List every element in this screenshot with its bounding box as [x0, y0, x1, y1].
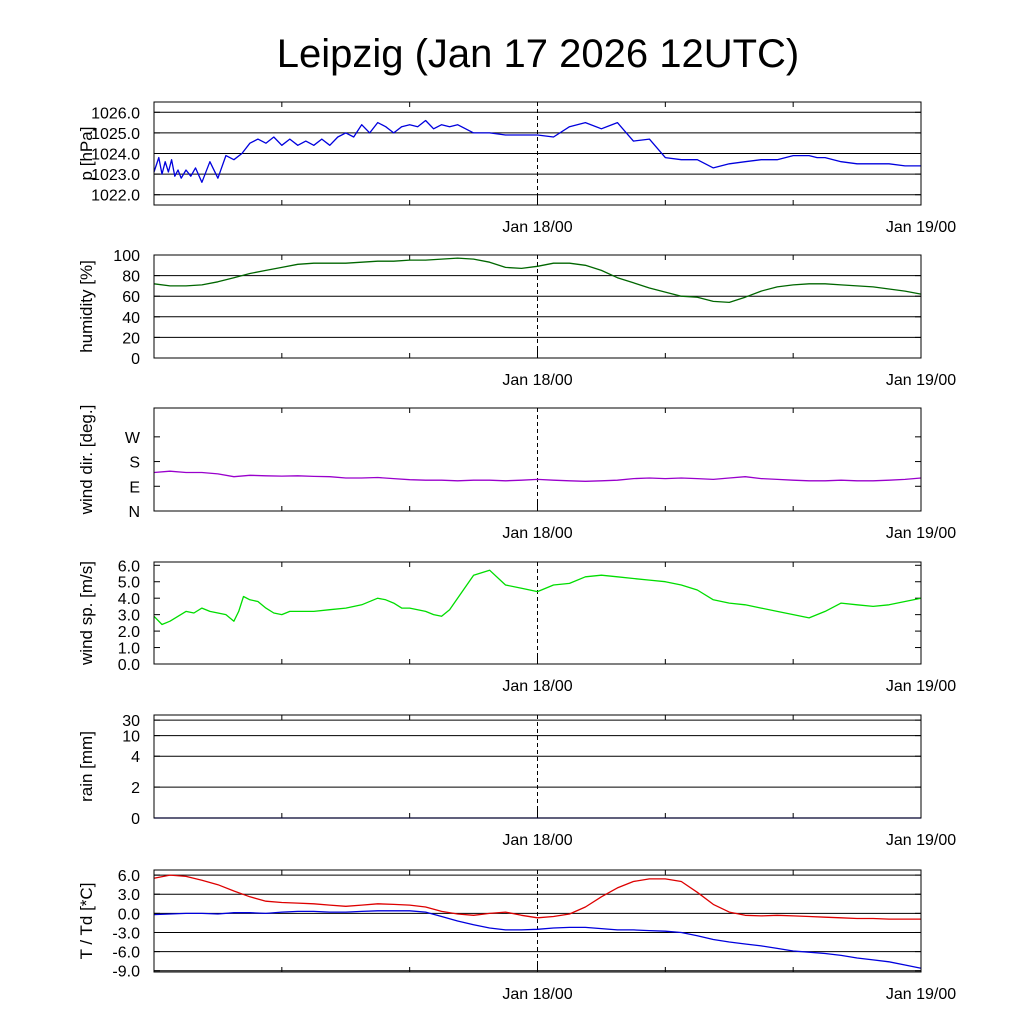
y-axis-label: p [hPa] — [77, 127, 96, 181]
y-tick-label: 3.0 — [118, 887, 140, 904]
x-tick-label: Jan 18/00 — [502, 372, 572, 389]
y-tick-label: 1022.0 — [91, 188, 140, 205]
y-tick-label: 3.0 — [118, 608, 140, 625]
x-tick-label: Jan 18/00 — [502, 832, 572, 849]
chart-title: Leipzig (Jan 17 2026 12UTC) — [277, 32, 800, 76]
y-tick-label: S — [129, 455, 140, 472]
y-tick-label: 0 — [131, 351, 140, 368]
series-line — [153, 470, 922, 482]
y-tick-label: 30 — [122, 713, 140, 730]
y-tick-label: W — [125, 430, 141, 447]
series-line — [153, 910, 922, 969]
y-tick-label: 1023.0 — [91, 167, 140, 184]
y-tick-label: 6.0 — [118, 558, 140, 575]
x-tick-label: Jan 18/00 — [502, 525, 572, 542]
y-tick-label: 80 — [122, 269, 140, 286]
x-tick-label: Jan 18/00 — [502, 678, 572, 695]
x-tick-label: Jan 19/00 — [886, 832, 956, 849]
y-tick-label: 0.0 — [118, 657, 140, 674]
x-tick-label: Jan 19/00 — [886, 525, 956, 542]
y-tick-label: 100 — [113, 248, 140, 265]
y-tick-label: 0.0 — [118, 906, 140, 923]
y-tick-label: 60 — [122, 289, 140, 306]
series-line — [153, 257, 922, 304]
y-tick-label: -6.0 — [112, 945, 140, 962]
panel-0: 1022.0 1023.0 1024.0 1025.0 1026.0 p [hPa] Jan… — [77, 101, 956, 236]
panel-frame — [153, 561, 922, 665]
y-tick-label: 5.0 — [118, 575, 140, 592]
y-axis-label: T / Td [*C] — [77, 883, 96, 960]
series-line — [153, 569, 922, 626]
panel-5: -9.0 -6.0 -3.0 0.0 3.0 6.0 T / Td [*C] Jan 18/0… — [77, 868, 956, 1003]
y-tick-label: 10 — [122, 729, 140, 746]
panel-frame — [153, 254, 922, 359]
y-axis-label: rain [mm] — [77, 731, 96, 802]
y-tick-label: N — [128, 504, 140, 521]
y-tick-label: -9.0 — [112, 964, 140, 981]
y-axis-label: wind sp. [m/s] — [77, 561, 96, 666]
y-tick-label: 1024.0 — [91, 147, 140, 164]
x-tick-label: Jan 19/00 — [886, 678, 956, 695]
panel-frame — [153, 714, 922, 819]
y-tick-label: 0 — [131, 811, 140, 828]
y-tick-label: E — [129, 479, 140, 496]
y-tick-label: 40 — [122, 310, 140, 327]
series-line — [153, 119, 921, 183]
panel-1: 0 20 40 60 80 100 humidity [%] Jan 18/00 Jan 19/… — [77, 248, 956, 389]
y-tick-label: -3.0 — [112, 925, 140, 942]
y-tick-label: 4.0 — [118, 591, 140, 608]
y-tick-label: 1.0 — [118, 641, 140, 658]
y-tick-label: 6.0 — [118, 868, 140, 885]
y-tick-label: 1026.0 — [91, 105, 140, 122]
panel-frame — [153, 407, 922, 512]
y-axis-label: humidity [%] — [77, 260, 96, 353]
x-tick-label: Jan 19/00 — [886, 219, 956, 236]
x-tick-label: Jan 19/00 — [886, 372, 956, 389]
panel-3: 0.01.02.03.04.05.06.0 wind sp. [m/s] Jan 1… — [77, 558, 956, 695]
y-axis-label: wind dir. [deg.] — [77, 405, 96, 516]
y-tick-label: 2 — [131, 780, 140, 797]
panel-frame — [153, 869, 922, 973]
x-tick-label: Jan 18/00 — [502, 986, 572, 1003]
y-tick-label: 1025.0 — [91, 126, 140, 143]
series-line — [153, 874, 921, 920]
y-tick-label: 20 — [122, 330, 140, 347]
x-tick-label: Jan 19/00 — [886, 986, 956, 1003]
panel-frame — [153, 101, 922, 206]
y-tick-label: 4 — [131, 749, 140, 766]
x-tick-label: Jan 18/00 — [502, 219, 572, 236]
y-tick-label: 2.0 — [118, 624, 140, 641]
